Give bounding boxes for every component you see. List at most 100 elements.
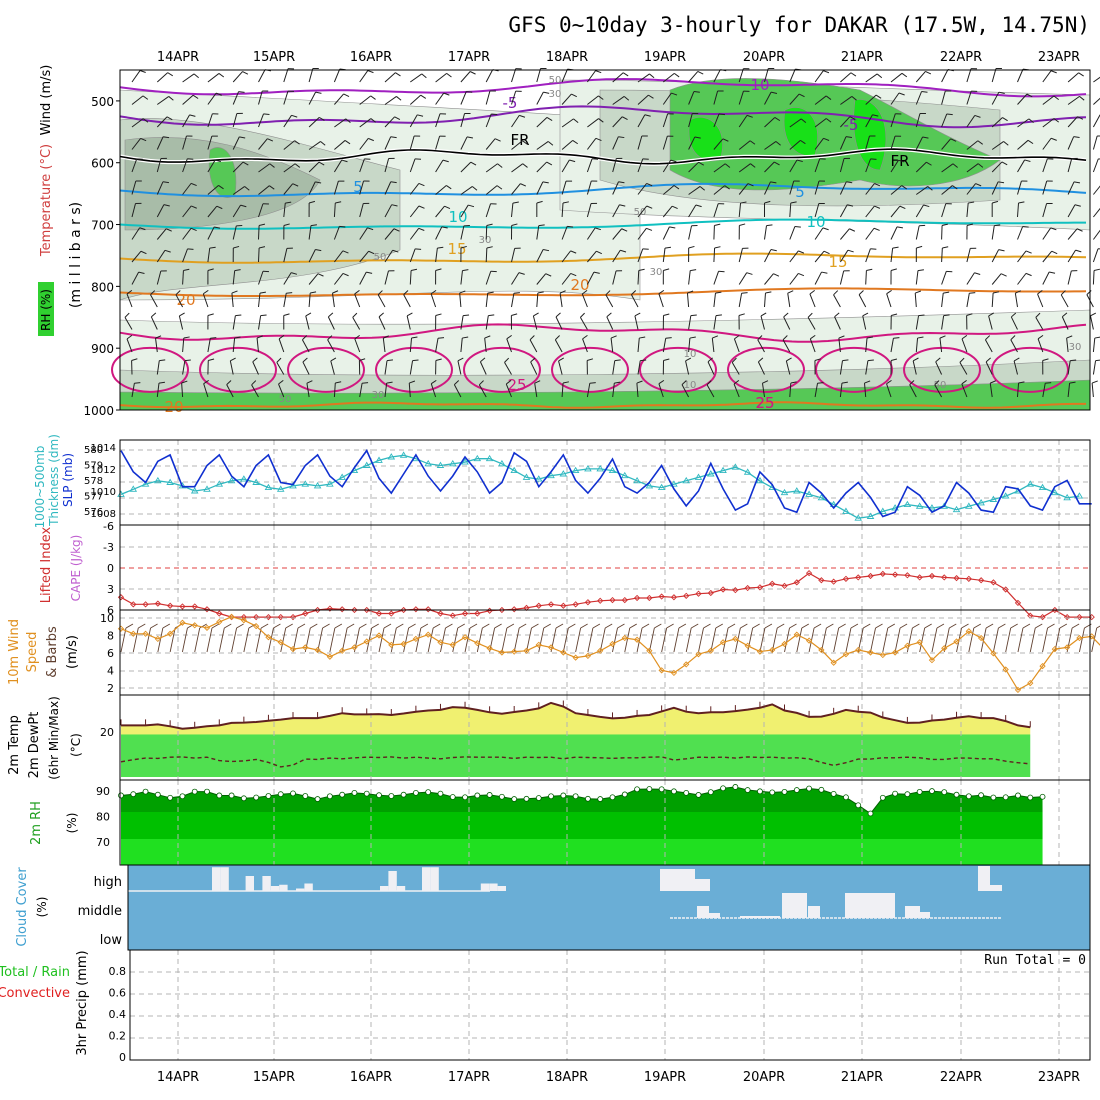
top-date-label: 20APR — [743, 50, 785, 65]
wind-barb-shaft — [554, 339, 563, 353]
surface-wind-barb-flag — [813, 623, 822, 629]
wind-barb-shaft — [941, 69, 949, 83]
wind-barb-shaft — [283, 293, 287, 308]
wind-barb-flag — [442, 159, 449, 163]
wind-barb-flag — [707, 357, 713, 363]
wind-barb-flag — [545, 273, 552, 277]
wind-barb-flag — [915, 290, 922, 294]
surface-wind-barb-flag — [629, 623, 637, 629]
wind-barb-shaft — [814, 383, 819, 398]
wind-barb-flag — [1098, 158, 1100, 160]
surface-wind-barb — [857, 623, 871, 653]
wind-barb-shaft — [207, 113, 213, 128]
isotherm-label: -5 — [503, 94, 518, 112]
wind-barb-flag — [256, 335, 263, 339]
thickness-point — [141, 480, 150, 487]
rh-point — [597, 796, 604, 802]
wind-barb — [529, 335, 538, 353]
wind-barb-shaft — [688, 136, 696, 150]
thickness-point — [829, 500, 838, 508]
cloud-bar-high — [497, 886, 506, 891]
wind-barb-shaft — [941, 90, 946, 105]
wind-barb — [886, 289, 892, 308]
surface-wind-barb — [341, 623, 355, 653]
wind-barb — [688, 136, 701, 150]
wind-barb-shaft — [814, 180, 820, 195]
wind-barb-flag — [267, 138, 274, 142]
wind-barb — [327, 312, 335, 330]
wind-barb — [809, 289, 816, 308]
lifted-index-point — [277, 613, 284, 621]
wind-barb-shaft — [1042, 250, 1053, 263]
wind-barb-shaft — [1092, 114, 1100, 128]
wind-barb-flag — [158, 381, 165, 384]
surface-wind-barb-shaft — [354, 627, 360, 653]
wind-barb — [1042, 137, 1057, 150]
thickness-point — [928, 504, 936, 511]
wind-barb-shaft — [435, 338, 439, 353]
wind-barb-flag — [994, 224, 1001, 227]
wind-barb-flag — [140, 250, 147, 255]
wind-barb-flag — [688, 245, 695, 249]
rh-point — [781, 788, 788, 795]
wind-barb — [912, 357, 919, 375]
wind-tick-label: 2 — [107, 682, 114, 695]
wind-barb-shaft — [713, 90, 719, 105]
wind-barb-flag — [214, 226, 221, 229]
isotherm-25-loop — [463, 346, 541, 393]
cloud-bar-high — [220, 867, 229, 891]
wind-barb — [327, 335, 335, 353]
surface-wind-barb — [624, 623, 637, 653]
wind-barb — [131, 118, 149, 128]
wind-barb-shaft — [561, 68, 568, 83]
wind-barb — [789, 250, 805, 263]
wind-barb — [865, 73, 883, 83]
wind-barb — [662, 358, 670, 375]
wind-barb-shaft — [966, 183, 977, 195]
wind-barb — [685, 357, 692, 375]
wind-barb — [1067, 181, 1081, 195]
wind-barb-shaft — [354, 293, 361, 308]
surface-wind-barb-shaft — [661, 627, 668, 653]
wind-barb-flag — [886, 289, 892, 295]
wind-barb — [182, 94, 199, 105]
wind-speed-point — [130, 630, 137, 637]
wind-barb — [738, 183, 754, 195]
wind-barb-shaft — [156, 270, 162, 285]
wind-barb-shaft — [156, 116, 168, 128]
surface-wind-barb-flag — [162, 623, 171, 629]
wind-barb-shaft — [485, 90, 491, 105]
thickness-point — [362, 461, 371, 468]
surface-wind-barb-flag — [592, 623, 601, 629]
slp-line — [120, 449, 1092, 518]
wind-speed-point — [695, 651, 702, 658]
wind-barb-shaft — [435, 226, 443, 240]
thickness-point — [571, 466, 580, 474]
wind-barb-flag — [240, 204, 247, 208]
wind-barb-flag — [393, 228, 400, 232]
wind-barb-shaft — [738, 68, 744, 83]
wind-barb — [989, 380, 996, 398]
wind-barb — [612, 72, 629, 83]
temp-below-20-fill — [120, 734, 1031, 777]
wind-barb — [688, 204, 702, 218]
precip-tick-label: 0.6 — [109, 987, 127, 1000]
lifted-index-point — [166, 602, 174, 609]
lifted-index-point — [646, 594, 653, 602]
wind-barb — [941, 270, 953, 285]
rh-point — [1015, 792, 1021, 799]
surface-wind-barb — [132, 623, 146, 653]
isotherm-minus5 — [119, 105, 1087, 129]
rh-2m-unit-label: (%) — [65, 813, 79, 834]
wind-barb — [988, 312, 995, 330]
wind-speed-point — [216, 618, 223, 626]
wind-barb-shaft — [1067, 95, 1080, 105]
wind-barb-flag — [658, 289, 665, 295]
wind-barb-flag — [639, 336, 646, 339]
wind-barb-shaft — [1017, 93, 1028, 105]
wind-barb — [358, 358, 366, 375]
wind-barb-flag — [344, 140, 351, 145]
wind-barb-flag — [685, 357, 692, 362]
wind-barb-flag — [822, 227, 829, 231]
wind-barb-shaft — [959, 362, 968, 375]
